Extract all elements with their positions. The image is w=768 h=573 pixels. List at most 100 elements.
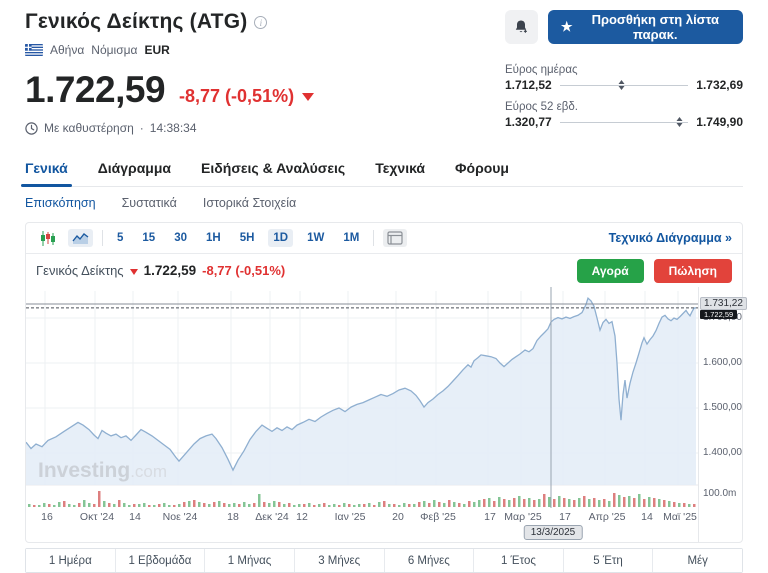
volume-bar [393,504,396,507]
volume-bar [203,503,206,507]
volume-bar [238,504,241,507]
week52-range-marker [676,117,683,127]
day-range-high: 1.732,69 [696,78,743,92]
day-range-low: 1.712,52 [505,78,552,92]
chart-toolbar: 5 15 30 1H 5H 1D 1W 1M Τεχνικό Διάγραμμα… [26,223,742,254]
volume-bar [68,504,71,507]
crosshair-date-tooltip: 13/3/2025 [523,525,583,540]
volume-bar [328,505,331,507]
timeframe-1m[interactable]: 1M [343,232,360,244]
volume-bar [558,496,561,507]
greece-flag-icon [25,44,43,56]
volume-bar [458,503,461,507]
period-5-years[interactable]: 5 Έτη [563,549,654,572]
add-to-watchlist-button[interactable]: ★ Προσθήκη στη λίστα παρακ. [547,10,743,44]
timeframe-1d[interactable]: 1D [268,229,294,247]
volume-bar [108,503,111,507]
volume-bar [663,500,666,507]
x-axis-label: 12 [296,511,308,523]
period-1-day[interactable]: 1 Ημέρα [26,549,116,572]
volume-bar [73,505,76,507]
tab-technical[interactable]: Τεχνικά [375,160,426,176]
create-alert-button[interactable] [505,10,538,44]
volume-bar [433,500,436,507]
volume-bar [448,500,451,507]
volume-bar [403,503,406,507]
dot-separator: · [139,121,144,135]
timeframe-5[interactable]: 5 [117,232,124,244]
volume-bar [93,504,96,507]
week52-range-high: 1.749,90 [696,115,743,129]
volume-bar [538,499,541,507]
subtab-components[interactable]: Συστατικά [121,196,177,210]
info-icon[interactable]: i [254,15,268,29]
x-axis-label: Δεκ '24 [255,511,289,523]
volume-bar [623,497,626,507]
tab-forum[interactable]: Φόρουμ [455,160,510,176]
y-axis-label: 1.600,00 [703,357,742,368]
subtab-historical-data[interactable]: Ιστορικά Στοιχεία [202,196,297,210]
period-1-month[interactable]: 1 Μήνας [205,549,295,572]
buy-button[interactable]: Αγορά [576,258,644,283]
area-chart-icon [72,233,89,244]
volume-bar [503,499,506,507]
price-change: -8,77 (-0,51%) [179,86,315,107]
volume-bar [33,505,36,507]
volume-axis-label: 100.0m [703,488,737,499]
currency-label: Νόμισμα [91,43,138,57]
subtab-overview[interactable]: Επισκόπηση [25,196,96,210]
tab-news-analysis[interactable]: Ειδήσεις & Αναλύσεις [201,160,346,176]
tab-chart[interactable]: Διάγραμμα [97,160,172,176]
timeframe-1w[interactable]: 1W [307,232,325,244]
technical-chart-link[interactable]: Τεχνικό Διάγραμμα » [608,231,732,245]
period-3-months[interactable]: 3 Μήνες [294,549,385,572]
volume-bar [268,503,271,507]
volume-bar [283,504,286,507]
volume-bar [608,501,611,507]
timeframe-30[interactable]: 30 [174,232,187,244]
volume-bar [658,499,661,507]
x-axis-label: 14 [641,511,653,523]
volume-bar [133,504,136,507]
volume-bar [508,500,511,507]
x-axis-label: Απρ '25 [588,511,626,523]
tab-general[interactable]: Γενικά [21,154,72,187]
period-1-year[interactable]: 1 Έτος [474,549,564,572]
timeframe-15[interactable]: 15 [142,232,156,244]
area-chart-type-button[interactable] [68,229,93,247]
volume-bar [618,495,621,507]
indicators-button[interactable] [383,229,408,247]
volume-bar [688,504,691,507]
header: Γενικός Δείκτης (ATG) i Αθήνα Νόμισμα EU… [25,10,743,138]
period-1-week[interactable]: 1 Εβδομάδα [115,549,206,572]
volume-bar [553,499,556,507]
volume-bar [123,503,126,507]
legend-instrument-name: Γενικός Δείκτης [36,263,124,278]
period-6-months[interactable]: 6 Μήνες [384,549,475,572]
volume-bar [678,503,681,507]
volume-bar [388,504,391,507]
price-area-chart[interactable] [26,287,698,508]
sell-button[interactable]: Πώληση [653,258,732,283]
volume-bar [613,493,616,507]
volume-bar [78,503,81,507]
volume-bar [453,502,456,507]
week52-range-slider [559,117,689,127]
period-bar: 1 Ημέρα 1 Εβδομάδα 1 Μήνας 3 Μήνες 6 Μήν… [25,548,743,573]
volume-bar [178,504,181,507]
timeframe-1h[interactable]: 1H [206,232,221,244]
period-max[interactable]: Μέγ [653,549,742,572]
volume-bar [593,498,596,507]
chart-body: Investing.com 16 Οκτ '24 14 Νοε '24 18 Δεκ '2… [26,287,747,542]
volume-bar [103,501,106,507]
volume-bar [163,503,166,507]
volume-bar [113,504,116,507]
candlestick-chart-type-button[interactable] [36,229,59,248]
volume-bar [368,503,371,507]
x-axis-label: 14 [129,511,141,523]
volume-bar [358,504,361,507]
volume-bar [398,505,401,507]
volume-bar [638,494,641,507]
timeframe-5h[interactable]: 5H [239,232,255,244]
y-axis: 1.700,001.600,001.500,001.400,00100.0m1.… [698,287,747,542]
